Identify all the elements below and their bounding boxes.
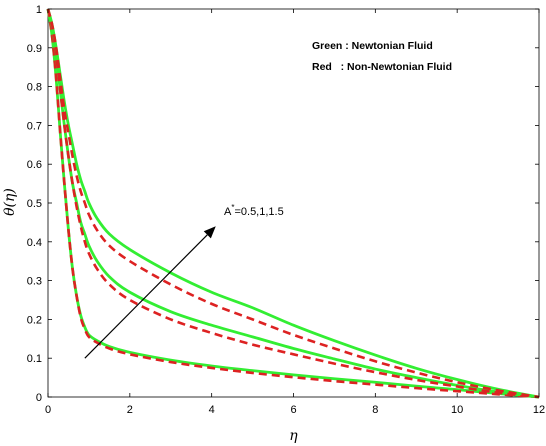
y-axis-label: θ(η) <box>2 188 18 216</box>
x-tick-label: 12 <box>533 404 545 416</box>
y-tick-label: 0.5 <box>27 198 42 210</box>
parameter-annotation: A*=0.5,1,1.5 <box>224 203 284 218</box>
y-tick-label: 0.7 <box>27 120 42 132</box>
y-tick-label: 1 <box>36 4 42 16</box>
y-tick-label: 0.2 <box>27 314 42 326</box>
legend-entry-newtonian: Green : Newtonian Fluid <box>312 40 433 52</box>
arrow-layer <box>84 226 216 359</box>
y-tick-label: 0.1 <box>27 353 42 365</box>
x-tick-label: 6 <box>290 404 296 416</box>
x-tick-label: 10 <box>451 404 463 416</box>
non-newtonian-curve-1 <box>46 8 540 399</box>
plot-frame <box>47 8 540 398</box>
ticks-group: 0 2 4 6 8 10 12 0 0.1 0.2 0.3 0.4 0.5 0.6 0.7 0.8 0.9 1 <box>27 4 545 416</box>
y-tick-label: 0.8 <box>27 82 42 94</box>
y-tick-label: 0 <box>36 392 42 404</box>
non-newtonian-curve-3 <box>46 8 540 399</box>
annotation-values: =0.5,1,1.5 <box>234 206 283 218</box>
y-tick-label: 0.4 <box>27 237 42 249</box>
x-tick-label: 0 <box>45 404 51 416</box>
annotation-base: A <box>224 206 232 218</box>
newtonian-curve-2 <box>46 8 540 399</box>
arrow-shaft <box>84 234 208 359</box>
non-newtonian-curve-2 <box>46 8 540 399</box>
legend-entry-non-newtonian: Red : Non-Newtonian Fluid <box>312 61 452 73</box>
annotation-sup: * <box>231 203 234 212</box>
x-axis-label: η <box>289 428 298 444</box>
x-tick-label: 2 <box>127 404 133 416</box>
x-tick-label: 8 <box>372 404 378 416</box>
x-tick-label: 4 <box>209 404 215 416</box>
arrow-head <box>203 226 216 239</box>
curves-group <box>46 8 540 399</box>
y-tick-label: 0.3 <box>27 276 42 288</box>
y-tick-label: 0.6 <box>27 159 42 171</box>
y-tick-label: 0.9 <box>27 43 42 55</box>
